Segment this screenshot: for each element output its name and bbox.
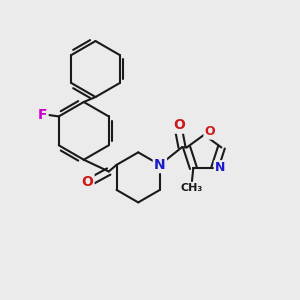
Text: O: O [205,125,215,138]
Text: O: O [173,118,185,132]
Text: O: O [81,175,93,189]
Text: N: N [215,161,225,174]
Text: F: F [38,108,47,122]
Text: N: N [154,158,166,172]
Text: CH₃: CH₃ [181,183,203,193]
